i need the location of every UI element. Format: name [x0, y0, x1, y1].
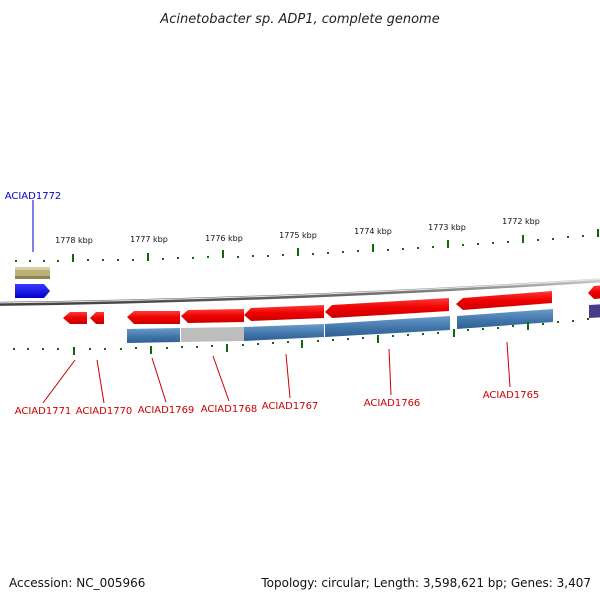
kbp-scale-labels: 1778 kbp 1777 kbp 1776 kbp 1775 kbp 1774… [55, 217, 540, 245]
gene-aciad1768-arrow[interactable] [181, 309, 244, 323]
gene-label-aciad1769[interactable]: ACIAD1769 [138, 405, 195, 416]
gene-aciad1769-arrow[interactable] [127, 311, 180, 324]
genome-backbone [0, 278, 600, 306]
kbp-label: 1777 kbp [130, 235, 168, 244]
lower-tick-track [13, 318, 589, 355]
gene-aciad1765-arrow[interactable] [456, 291, 552, 310]
gene-aciad1766-arrow[interactable] [325, 298, 449, 318]
kbp-label: 1772 kbp [502, 217, 540, 226]
genome-summary-text: Topology: circular; Length: 3,598,621 bp… [260, 576, 591, 590]
gene-label-aciad1766[interactable]: ACIAD1766 [364, 398, 421, 409]
kbp-label: 1775 kbp [279, 231, 317, 240]
gene-label-aciad1767[interactable]: ACIAD1767 [262, 401, 319, 412]
gene-label-aciad1772[interactable]: ACIAD1772 [5, 191, 62, 202]
accession-text: Accession: NC_005966 [9, 576, 145, 590]
kbp-label: 1778 kbp [55, 236, 93, 245]
gene-offscreen-right-arrow[interactable] [588, 285, 600, 299]
gene-label-aciad1768[interactable]: ACIAD1768 [201, 404, 258, 415]
gene-aciad1772-arrow[interactable] [15, 284, 50, 298]
gene-label-aciad1771[interactable]: ACIAD1771 [15, 406, 72, 417]
gene-aciad1771-arrow[interactable] [63, 312, 87, 324]
kbp-label: 1776 kbp [205, 234, 243, 243]
kbp-label: 1773 kbp [428, 223, 466, 232]
olive-feature [15, 267, 50, 279]
gene-aciad1767-arrow[interactable] [244, 305, 324, 321]
kbp-label: 1774 kbp [354, 227, 392, 236]
gene-aciad1770-arrow[interactable] [90, 312, 104, 324]
gene-label-aciad1765[interactable]: ACIAD1765 [483, 390, 540, 401]
gene-label-aciad1770[interactable]: ACIAD1770 [76, 406, 133, 417]
map-title: Acinetobacter sp. ADP1, complete genome [159, 12, 439, 27]
upper-tick-track [15, 229, 599, 262]
feature-track [127, 304, 600, 343]
gene-leader-lines [42, 341, 511, 404]
